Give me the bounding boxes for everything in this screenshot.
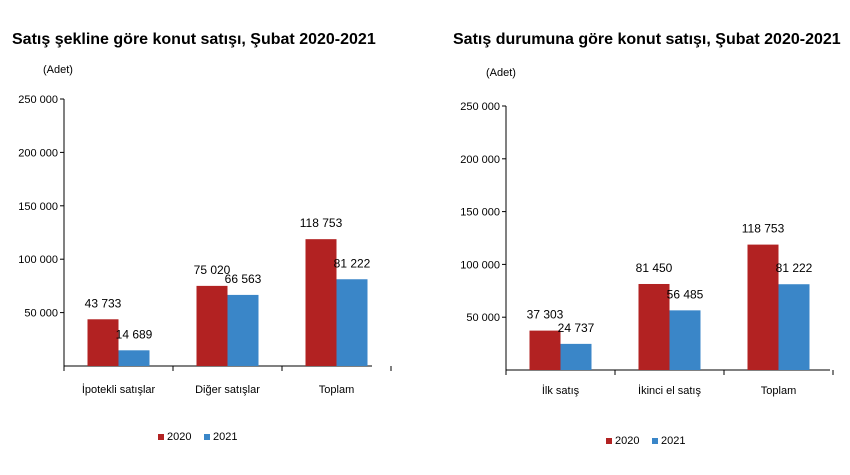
data-label-2021: 56 485: [667, 287, 704, 301]
chart-1: Satış şekline göre konut satışı, Şubat 2…: [12, 31, 392, 443]
y-tick-label: 250 000: [18, 94, 58, 106]
chart-2: Satış durumuna göre konut satışı, Şubat …: [453, 31, 841, 447]
y-axis-unit-label: (Adet): [486, 67, 516, 79]
y-tick-label: 100 000: [460, 259, 500, 271]
bar-2020: [196, 285, 228, 366]
y-tick-label: 250 000: [460, 101, 500, 113]
chart-title: Satış durumuna göre konut satışı, Şubat …: [453, 31, 841, 48]
category-label: İpotekli satışlar: [82, 383, 156, 396]
bar-2021: [669, 310, 701, 370]
category-label: Diğer satışlar: [195, 384, 260, 396]
data-label-2021: 14 689: [116, 327, 153, 341]
y-tick-label: 50 000: [466, 312, 500, 324]
legend-label-2020: 2020: [167, 431, 191, 443]
y-tick-label: 200 000: [460, 154, 500, 166]
y-axis-unit-label: (Adet): [43, 64, 73, 76]
legend-label-2021: 2021: [661, 435, 685, 447]
bar-2020: [87, 319, 119, 366]
category-label: Toplam: [761, 385, 796, 397]
legend-label-2020: 2020: [615, 435, 639, 447]
data-label-2020: 118 753: [300, 216, 343, 230]
bar-2021: [778, 284, 810, 370]
legend-swatch-2020: [158, 434, 164, 440]
category-label: İlk satış: [542, 384, 580, 397]
data-label-2020: 81 450: [636, 261, 673, 275]
data-label-2020: 43 733: [85, 296, 122, 310]
data-label-2020: 118 753: [742, 222, 785, 236]
legend-swatch-2021: [652, 438, 658, 444]
y-tick-label: 50 000: [24, 308, 58, 320]
bar-2020: [305, 239, 337, 366]
data-label-2021: 66 563: [225, 272, 262, 286]
category-label: Toplam: [319, 384, 354, 396]
chart-title: Satış şekline göre konut satışı, Şubat 2…: [12, 31, 376, 48]
y-tick-label: 150 000: [18, 201, 58, 213]
bar-2020: [747, 244, 779, 370]
bar-2020: [529, 330, 561, 370]
y-tick-label: 150 000: [460, 207, 500, 219]
category-label: İkinci el satış: [638, 384, 701, 397]
bar-2021: [227, 294, 259, 366]
data-label-2020: 37 303: [527, 308, 564, 322]
legend-label-2021: 2021: [213, 431, 237, 443]
data-label-2020: 75 020: [194, 263, 231, 277]
data-label-2021: 81 222: [776, 261, 813, 275]
data-label-2021: 24 737: [558, 321, 595, 335]
bar-2020: [638, 283, 670, 370]
data-label-2021: 81 222: [334, 256, 371, 270]
bar-2021: [118, 350, 150, 366]
y-tick-label: 200 000: [18, 147, 58, 159]
legend-swatch-2020: [606, 438, 612, 444]
legend-swatch-2021: [204, 434, 210, 440]
bar-2021: [336, 279, 368, 366]
bar-2021: [560, 343, 592, 370]
y-tick-label: 100 000: [18, 254, 58, 266]
